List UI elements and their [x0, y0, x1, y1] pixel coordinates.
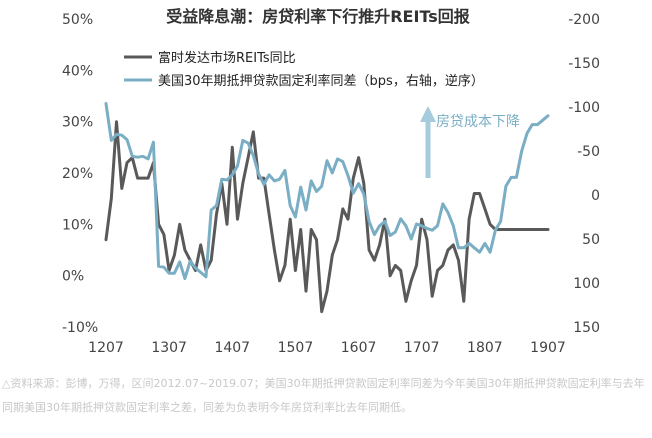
left-tick-label: 50% — [62, 12, 93, 28]
chart: 受益降息潮：房贷利率下行推升REITs回报 50% 40% 30% 20% 10% 0% -… — [62, 7, 600, 356]
plot-area — [104, 102, 550, 314]
left-tick-label: 30% — [62, 115, 93, 131]
right-tick-label: 50 — [582, 232, 600, 248]
right-tick-label: 0 — [591, 188, 600, 204]
x-tick-label: 1407 — [214, 340, 250, 356]
x-tick-label: 1507 — [278, 340, 314, 356]
x-tick-label: 1807 — [467, 340, 503, 356]
left-axis-ticks: 50% 40% 30% 20% 10% 0% -10% — [62, 12, 98, 336]
annotation: 房贷成本下降 — [420, 106, 520, 178]
left-tick-label: 40% — [62, 63, 93, 79]
legend-label-reits: 富时发达市场REITs同比 — [158, 50, 296, 66]
right-tick-label: -100 — [568, 100, 600, 116]
legend: 富时发达市场REITs同比 美国30年期抵押贷款固定利率同差（bps，右轴，逆序… — [124, 50, 484, 89]
right-tick-label: -50 — [577, 144, 600, 160]
x-tick-label: 1307 — [151, 340, 187, 356]
series-line-reits — [104, 120, 550, 314]
x-tick-label: 1607 — [341, 340, 377, 356]
right-tick-label: -150 — [568, 56, 600, 72]
legend-label-mortgage: 美国30年期抵押贷款固定利率同差（bps，右轴，逆序） — [158, 73, 484, 89]
source-footnote: △资料来源：彭博，万得，区间2012.07~2019.07；美国30年期抵押贷款… — [2, 377, 645, 414]
x-tick-label: 1907 — [530, 340, 566, 356]
left-tick-label: 0% — [62, 269, 84, 285]
annotation-label: 房贷成本下降 — [436, 114, 520, 130]
left-tick-label: -10% — [62, 320, 98, 336]
x-tick-label: 1207 — [88, 340, 124, 356]
left-tick-label: 20% — [62, 166, 93, 182]
right-tick-label: 150 — [573, 320, 600, 336]
annotation-arrowhead — [420, 106, 436, 122]
right-tick-label: 100 — [573, 276, 600, 292]
x-axis-ticks: 1207 1307 1407 1507 1607 1707 1807 1907 — [88, 340, 566, 356]
left-tick-label: 10% — [62, 217, 93, 233]
right-tick-label: -200 — [568, 12, 600, 28]
right-axis-ticks: -200 -150 -100 -50 0 50 100 150 — [568, 12, 600, 336]
x-tick-label: 1707 — [404, 340, 440, 356]
series-line-mortgage — [104, 102, 550, 281]
chart-title: 受益降息潮：房贷利率下行推升REITs回报 — [166, 7, 470, 26]
